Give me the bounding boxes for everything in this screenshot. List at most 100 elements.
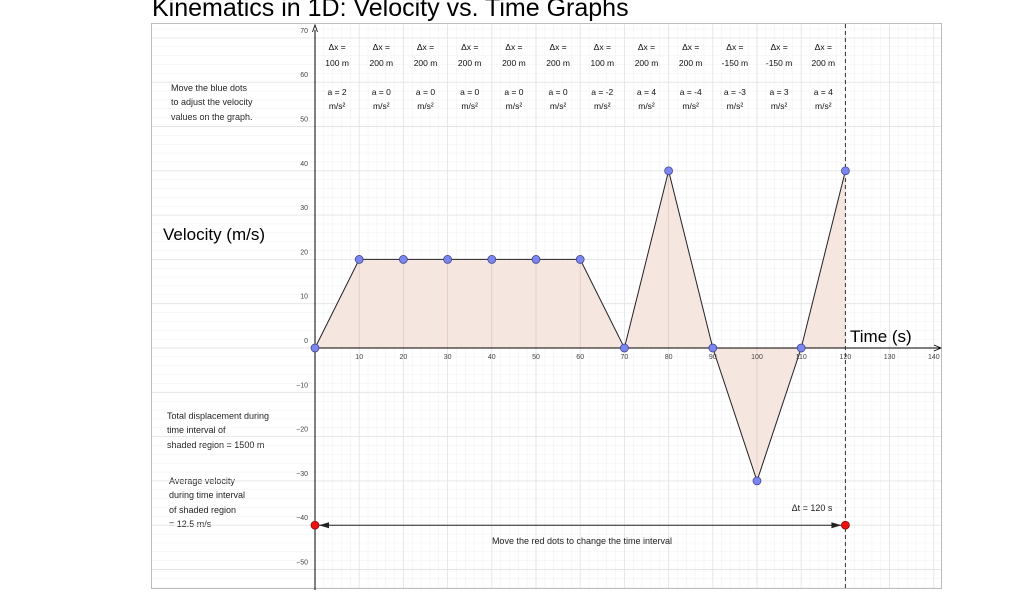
segment-accel-label: a = 4 bbox=[814, 87, 833, 97]
segment-dx-label: Δx = bbox=[594, 42, 611, 52]
velocity-point[interactable] bbox=[354, 255, 364, 264]
velocity-point[interactable] bbox=[399, 255, 408, 264]
segment-accel-unit: m/s² bbox=[329, 101, 346, 111]
velocity-point[interactable] bbox=[841, 166, 850, 176]
velocity-point[interactable] bbox=[708, 343, 718, 353]
segment-accel-label: a = 0 bbox=[504, 87, 523, 97]
velocity-point[interactable] bbox=[487, 255, 497, 264]
y-tick-label: 0 bbox=[304, 338, 308, 345]
segment-dx-label: Δx = bbox=[638, 42, 655, 52]
segment-accel-label: a = 0 bbox=[372, 87, 391, 97]
y-tick-label: −30 bbox=[296, 471, 308, 478]
instructions-line: values on the graph. bbox=[171, 111, 253, 122]
segment-dx-value: 200 m bbox=[635, 58, 659, 68]
segment-dx-label: Δx = bbox=[549, 42, 566, 52]
velocity-point[interactable] bbox=[752, 476, 762, 486]
y-tick-label: −50 bbox=[296, 560, 308, 567]
segment-dx-value: 200 m bbox=[458, 58, 482, 68]
segment-accel-label: a = 2 bbox=[328, 87, 347, 97]
shaded-region bbox=[315, 170, 846, 481]
interval-arrow-right bbox=[831, 522, 842, 529]
y-axis-label: Velocity (m/s) bbox=[163, 225, 265, 244]
segment-accel-unit: m/s² bbox=[771, 101, 788, 111]
segment-dx-value: -150 m bbox=[722, 58, 748, 68]
x-tick-label: 40 bbox=[488, 354, 496, 361]
instructions-line: to adjust the velocity bbox=[171, 97, 253, 108]
x-axis-label: Time (s) bbox=[850, 327, 912, 346]
segment-dx-value: 100 m bbox=[590, 58, 614, 68]
segment-dx-value: 200 m bbox=[414, 58, 438, 68]
velocity-point[interactable] bbox=[620, 343, 629, 353]
segment-accel-unit: m/s² bbox=[594, 101, 611, 111]
draggable-points[interactable] bbox=[310, 166, 850, 530]
segment-accel-label: a = 4 bbox=[637, 87, 656, 97]
y-tick-label: −20 bbox=[296, 427, 308, 434]
instructions-note: Move the blue dots to adjust the velocit… bbox=[171, 81, 253, 124]
x-tick-label: 30 bbox=[444, 354, 452, 361]
x-tick-label: 60 bbox=[576, 354, 584, 361]
x-tick-label: 120 bbox=[840, 354, 852, 361]
segment-accel-unit: m/s² bbox=[727, 101, 744, 111]
segment-accel-unit: m/s² bbox=[550, 101, 567, 111]
displacement-line: Total displacement during bbox=[167, 411, 270, 421]
red-dots-note: Move the red dots to change the time int… bbox=[492, 536, 672, 546]
delta-t-label: Δt = 120 s bbox=[792, 503, 833, 513]
segment-dx-value: 200 m bbox=[502, 58, 526, 68]
segment-accel-unit: m/s² bbox=[638, 101, 655, 111]
segment-accel-label: a = 0 bbox=[460, 87, 479, 97]
average-velocity-line: = 12.5 m/s bbox=[169, 518, 212, 529]
segment-dx-value: 200 m bbox=[679, 58, 703, 68]
interval-arrow-left bbox=[319, 522, 329, 529]
segment-accel-unit: m/s² bbox=[461, 101, 478, 111]
y-tick-label: 10 bbox=[300, 294, 308, 301]
segment-accel-unit: m/s² bbox=[417, 101, 434, 111]
x-tick-label: 140 bbox=[928, 354, 940, 361]
displacement-line: time interval of bbox=[167, 425, 226, 436]
x-tick-label: 20 bbox=[400, 354, 408, 361]
segment-accel-label: a = -3 bbox=[724, 87, 746, 97]
segment-accel-label: a = -4 bbox=[680, 87, 702, 97]
y-tick-label: 70 bbox=[300, 28, 308, 35]
y-tick-label: 30 bbox=[300, 205, 308, 212]
segment-accel-label: a = -2 bbox=[591, 87, 613, 97]
segment-dx-label: Δx = bbox=[682, 42, 699, 52]
segment-accel-label: a = 0 bbox=[549, 87, 568, 97]
y-tick-label: −10 bbox=[296, 382, 308, 389]
segment-accel-label: a = 3 bbox=[770, 87, 789, 97]
x-tick-label: 10 bbox=[355, 354, 363, 361]
y-tick-label: −40 bbox=[296, 515, 308, 522]
velocity-point[interactable] bbox=[664, 166, 673, 176]
y-tick-label: 50 bbox=[300, 117, 308, 124]
average-velocity-line: during time interval bbox=[169, 490, 246, 501]
displacement-note: Total displacement during time interval … bbox=[167, 409, 269, 452]
time-interval-handle[interactable] bbox=[841, 520, 850, 530]
velocity-point[interactable] bbox=[310, 343, 320, 353]
x-tick-label: 70 bbox=[621, 354, 629, 361]
segment-dx-value: 100 m bbox=[325, 58, 349, 68]
page-title: Kinematics in 1D: Velocity vs. Time Grap… bbox=[152, 0, 629, 22]
y-tick-label: 20 bbox=[300, 249, 308, 256]
time-interval-handle[interactable] bbox=[310, 520, 320, 530]
segment-accel-unit: m/s² bbox=[373, 101, 390, 111]
y-axis-arrow bbox=[312, 23, 318, 33]
y-tick-label: 40 bbox=[300, 161, 308, 168]
tick-labels: 10 20 30 40 50 60 70 80 90 100 110 120 130 1407060504… bbox=[296, 28, 940, 567]
segment-dx-value: 200 m bbox=[546, 58, 570, 68]
segment-dx-label: Δx = bbox=[815, 42, 832, 52]
velocity-point[interactable] bbox=[443, 255, 452, 264]
segment-labels: Δx = 100 m a = 2 m/s² Δx = 200 m a = 0 m/s² Δx =… bbox=[325, 42, 835, 111]
segment-accel-label: a = 0 bbox=[416, 87, 435, 97]
segment-accel-unit: m/s² bbox=[815, 101, 832, 111]
segment-accel-unit: m/s² bbox=[682, 101, 699, 111]
velocity-point[interactable] bbox=[531, 255, 541, 264]
x-axis-arrow bbox=[933, 344, 943, 352]
segment-dx-label: Δx = bbox=[770, 42, 787, 52]
velocity-point[interactable] bbox=[796, 343, 806, 353]
time-interval bbox=[319, 24, 846, 588]
velocity-point[interactable] bbox=[575, 255, 585, 264]
segment-dx-value: -150 m bbox=[766, 58, 792, 68]
x-tick-label: 80 bbox=[665, 354, 673, 361]
segment-dx-label: Δx = bbox=[726, 42, 743, 52]
segment-dx-value: 200 m bbox=[369, 58, 393, 68]
